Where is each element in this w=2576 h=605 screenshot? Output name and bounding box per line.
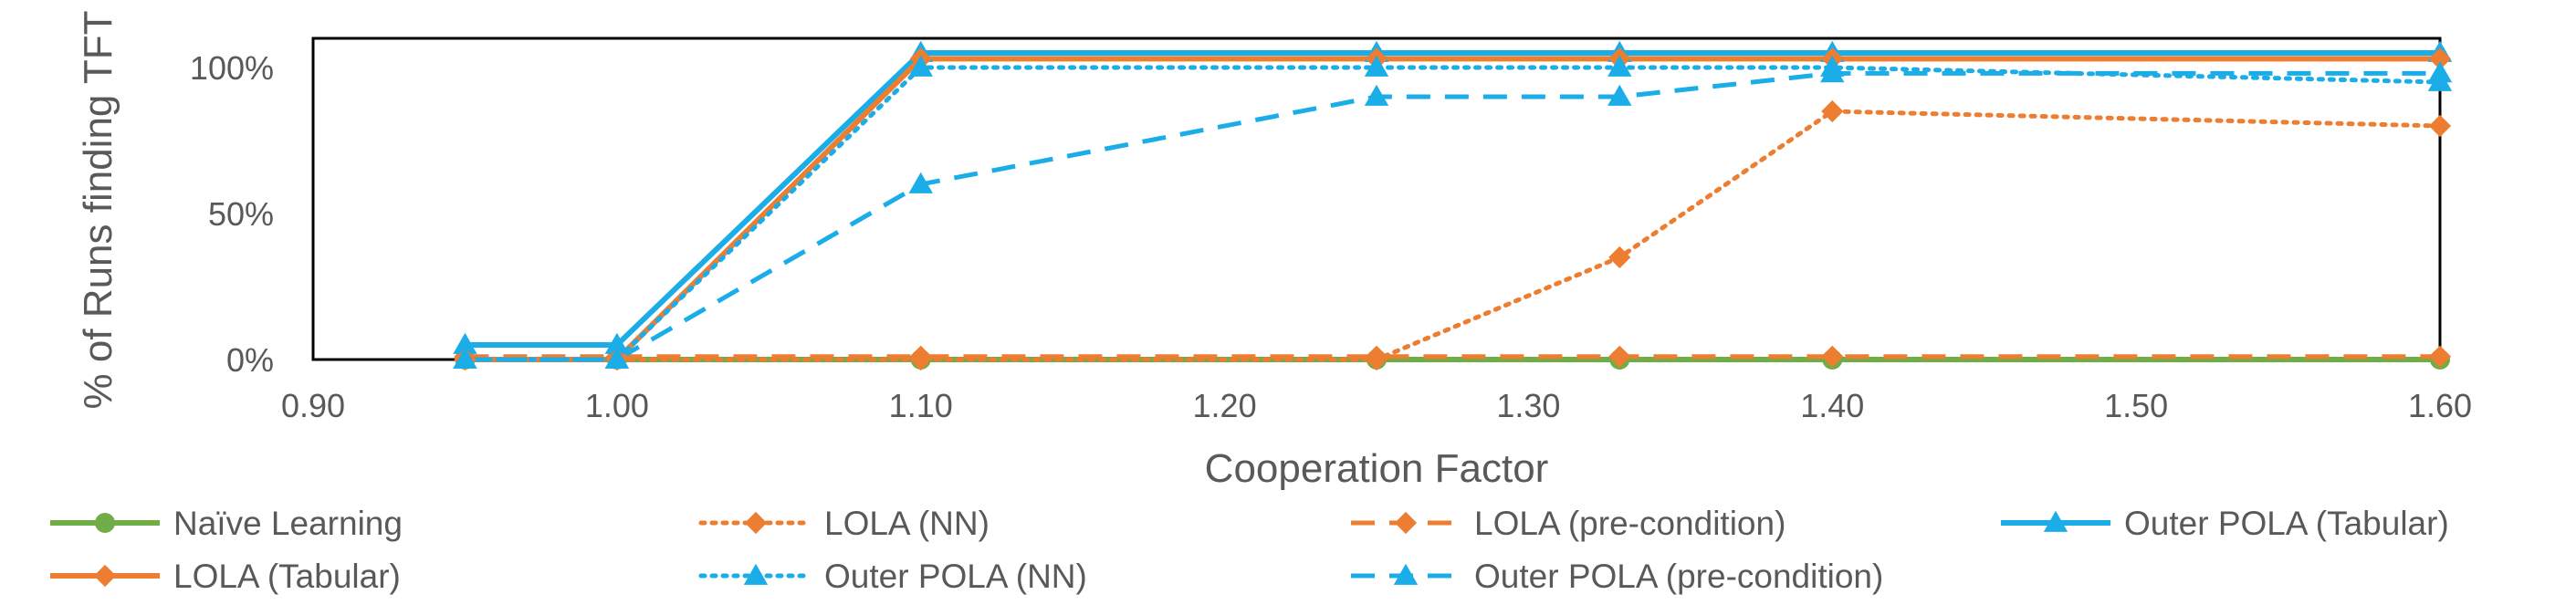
y-tick-label: 50% bbox=[208, 195, 274, 233]
y-tick-labels: 0% 50% 100% bbox=[190, 49, 274, 379]
data-point-lola-pre-condition bbox=[909, 345, 932, 368]
x-tick-label: 1.10 bbox=[889, 387, 953, 424]
data-point-lola-nn bbox=[1821, 99, 1844, 123]
data-point-outer-pola-pre-condition bbox=[1607, 84, 1632, 106]
legend-marker bbox=[2043, 510, 2068, 532]
data-point-lola-pre-condition bbox=[1608, 345, 1631, 368]
series-line-lola-nn bbox=[462, 109, 2443, 362]
legend-marker bbox=[1394, 511, 1418, 535]
legend-marker bbox=[744, 511, 768, 535]
x-tick-labels: 0.90 1.00 1.10 1.20 1.30 1.40 1.50 1.60 bbox=[281, 387, 2472, 424]
legend-label: Naïve Learning bbox=[173, 505, 403, 542]
series-layer bbox=[462, 50, 2443, 362]
data-point-outer-pola-nn bbox=[1607, 55, 1632, 77]
data-point-outer-pola-tabular bbox=[604, 332, 630, 354]
legend-marker bbox=[743, 563, 769, 585]
legend-item-na-ve-learning: Naïve Learning bbox=[50, 505, 403, 542]
legend-item-lola-pre-condition: LOLA (pre-condition) bbox=[1351, 505, 1785, 542]
legend-label: Outer POLA (NN) bbox=[824, 558, 1087, 595]
data-point-outer-pola-pre-condition bbox=[1364, 84, 1389, 106]
legend-label: LOLA (NN) bbox=[824, 505, 990, 542]
y-tick-label: 100% bbox=[190, 49, 274, 87]
legend-item-lola-nn: LOLA (NN) bbox=[698, 505, 990, 542]
data-point-lola-pre-condition bbox=[2428, 345, 2452, 368]
data-point-lola-pre-condition bbox=[1821, 345, 1844, 368]
legend-item-lola-tabular: LOLA (Tabular) bbox=[50, 558, 401, 595]
legend-marker bbox=[1393, 563, 1419, 585]
data-point-outer-pola-nn bbox=[908, 55, 933, 77]
x-tick-label: 1.60 bbox=[2408, 387, 2472, 424]
legend-item-outer-pola-nn: Outer POLA (NN) bbox=[698, 558, 1087, 595]
x-tick-label: 1.40 bbox=[1800, 387, 1864, 424]
legend-marker bbox=[93, 564, 117, 588]
marker-layer bbox=[453, 40, 2453, 371]
data-point-lola-nn bbox=[2428, 114, 2452, 138]
y-axis-title: % of Runs finding TFT bbox=[76, 11, 120, 410]
data-point-outer-pola-pre-condition bbox=[453, 347, 477, 369]
data-point-outer-pola-pre-condition bbox=[1820, 61, 1845, 83]
x-tick-label: 1.30 bbox=[1496, 387, 1560, 424]
y-tick-label: 0% bbox=[226, 341, 274, 379]
data-point-outer-pola-pre-condition bbox=[908, 172, 933, 193]
data-point-lola-pre-condition bbox=[1365, 345, 1388, 368]
x-tick-label: 0.90 bbox=[281, 387, 345, 424]
legend-label: LOLA (Tabular) bbox=[173, 558, 401, 595]
data-point-outer-pola-nn bbox=[1364, 55, 1389, 77]
x-tick-label: 1.50 bbox=[2104, 387, 2168, 424]
x-tick-label: 1.20 bbox=[1193, 387, 1257, 424]
legend: Naïve Learning LOLA (NN) LOLA (pre-conditi… bbox=[50, 505, 2449, 595]
data-point-outer-pola-pre-condition bbox=[2427, 61, 2453, 83]
data-point-outer-pola-pre-condition bbox=[604, 347, 630, 369]
data-point-lola-tabular bbox=[2428, 47, 2452, 70]
legend-item-outer-pola-pre-condition: Outer POLA (pre-condition) bbox=[1351, 558, 1883, 595]
legend-item-outer-pola-tabular: Outer POLA (Tabular) bbox=[2001, 505, 2449, 542]
x-axis-title: Cooperation Factor bbox=[1205, 446, 1549, 491]
legend-label: LOLA (pre-condition) bbox=[1474, 505, 1785, 542]
data-point-lola-nn bbox=[1608, 245, 1631, 269]
x-tick-label: 1.00 bbox=[585, 387, 649, 424]
legend-label: Outer POLA (Tabular) bbox=[2124, 505, 2449, 542]
legend-label: Outer POLA (pre-condition) bbox=[1474, 558, 1883, 595]
legend-marker bbox=[95, 513, 115, 533]
data-point-outer-pola-tabular bbox=[453, 332, 477, 354]
